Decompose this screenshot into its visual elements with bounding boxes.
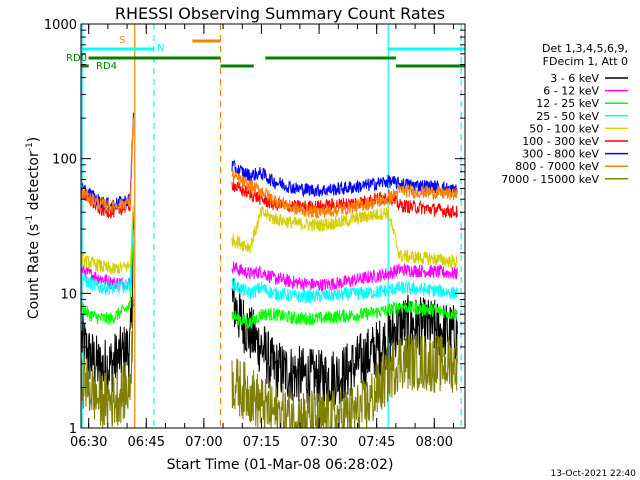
x-tick-label: 07:45	[358, 435, 395, 450]
series-line-7-0	[81, 118, 134, 214]
series-line-4-0	[81, 205, 134, 276]
series-line-8-0	[81, 297, 134, 428]
legend-label-3: 25 - 50 keV	[536, 110, 599, 123]
legend-label-6: 300 - 800 keV	[522, 148, 599, 161]
legend-header-0: Det 1,3,4,5,6,9,	[542, 42, 628, 55]
x-tick-label: 08:00	[416, 435, 453, 450]
series-line-2-1	[231, 300, 458, 329]
x-tick-label: 07:00	[185, 435, 222, 450]
y-axis-label: Count Rate (s-1 detector-1)	[25, 137, 42, 319]
y-axis-label-close: )	[26, 137, 42, 142]
legend-label-7: 800 - 7000 keV	[515, 160, 599, 173]
legend-label-4: 50 - 100 keV	[529, 122, 599, 135]
y-axis-label-main: Count Rate (s	[26, 224, 42, 319]
series-line-5-1	[231, 181, 458, 219]
chart-title: RHESSI Observing Summary Count Rates	[115, 4, 445, 23]
legend-label-0: 3 - 6 keV	[550, 72, 599, 85]
legend-label-1: 6 - 12 keV	[543, 85, 599, 98]
plot-area: S N RD0 RD4 1 10 100 1000 06:30 06:45 07:00 07:15 07…	[44, 18, 466, 450]
flag-label-s: S	[119, 35, 125, 46]
series-line-3-0	[81, 212, 134, 296]
y-axis-label-tail: detector	[26, 151, 42, 215]
x-tick-label: 06:30	[70, 435, 107, 450]
flag-label-rd0: RD0	[66, 53, 87, 64]
timestamp: 13-Oct-2021 22:40	[551, 469, 637, 479]
y-tick-label: 10	[60, 287, 77, 302]
series-line-0-1	[231, 278, 458, 407]
series-line-6-1	[231, 159, 458, 198]
flag-label-n: N	[157, 43, 164, 54]
y-axis-label-sup2: -1	[25, 142, 35, 151]
y-tick-label: 100	[52, 153, 77, 168]
plot-frame	[80, 23, 466, 429]
legend-label-8: 7000 - 15000 keV	[501, 173, 599, 186]
x-tick-label: 07:30	[300, 435, 337, 450]
series-group	[81, 112, 458, 428]
series-line-4-1	[231, 205, 458, 269]
x-axis-label: Start Time (01-Mar-08 06:28:02)	[167, 457, 394, 473]
series-line-7-1	[231, 169, 458, 219]
y-axis-label-sup: -1	[25, 215, 35, 224]
series-line-1-1	[231, 261, 458, 292]
x-tick-label: 07:15	[243, 435, 280, 450]
y-tick-label: 1000	[44, 18, 77, 33]
series-line-8-1	[231, 333, 458, 428]
legend: Det 1,3,4,5,6,9,FDecim 1, Att 0 3 - 6 keV…	[501, 42, 628, 186]
legend-label-2: 12 - 25 keV	[536, 97, 599, 110]
flag-label-rd4: RD4	[96, 61, 117, 72]
x-tick-label: 06:45	[128, 435, 165, 450]
legend-header-1: FDecim 1, Att 0	[543, 55, 628, 68]
legend-label-5: 100 - 300 keV	[522, 135, 599, 148]
series-line-2-0	[81, 229, 134, 325]
y-tick-label: 1	[69, 422, 77, 437]
series-line-3-1	[231, 278, 458, 304]
